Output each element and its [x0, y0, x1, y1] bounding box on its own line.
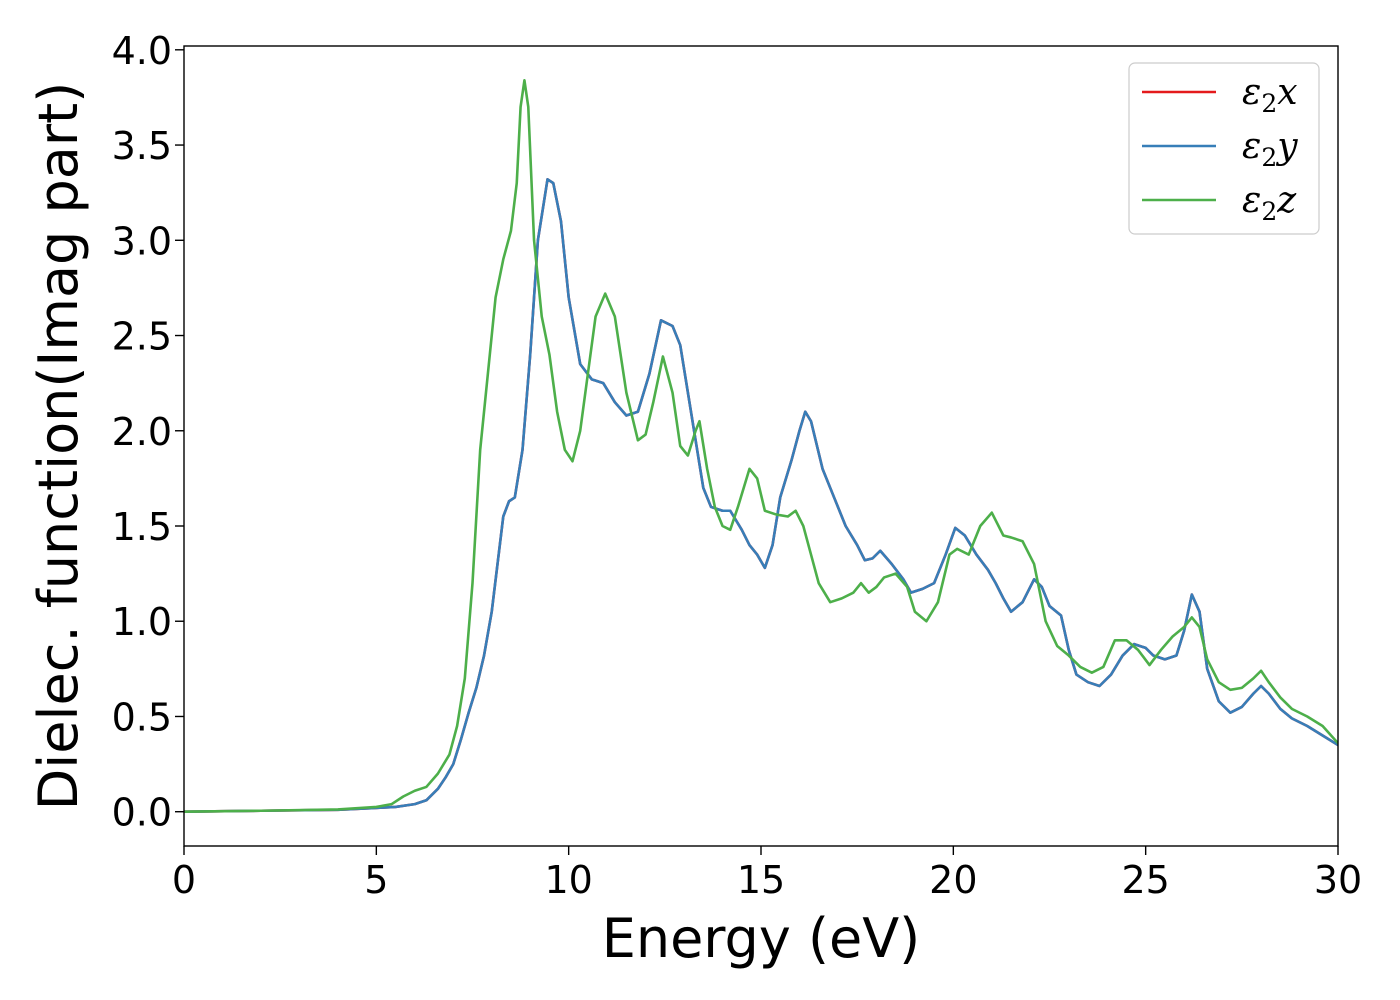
legend-box [1128, 62, 1320, 235]
legend-label-x: ε2x [1242, 72, 1298, 118]
series-line-z [184, 78, 1338, 814]
x-tick-label: 15 [737, 858, 785, 902]
x-tick-label: 10 [544, 858, 592, 902]
y-tick-label: 2.5 [112, 315, 172, 359]
series-line-y [184, 178, 1338, 814]
legend: ε2x ε2y ε2z [1128, 62, 1320, 235]
x-tick-label: 20 [929, 858, 977, 902]
x-axis-ticks: 0 5 10 15 20 25 30 [172, 846, 1362, 902]
y-tick-label: 3.0 [112, 219, 172, 263]
x-tick-label: 25 [1121, 858, 1169, 902]
y-axis-title: Dielec. function(Imag part) [27, 82, 90, 811]
x-tick-label: 30 [1314, 858, 1362, 902]
y-tick-label: 3.5 [112, 124, 172, 168]
x-axis-title: Energy (eV) [602, 907, 921, 970]
y-axis-ticks: 0.0 0.5 1.0 1.5 2.0 2.5 3.0 3.5 4.0 [112, 29, 184, 835]
y-tick-label: 1.0 [112, 600, 172, 644]
x-tick-label: 5 [364, 858, 388, 902]
legend-label-z: ε2z [1242, 180, 1297, 226]
y-tick-label: 0.0 [112, 791, 172, 835]
y-tick-label: 2.0 [112, 410, 172, 454]
series-layer [184, 78, 1338, 814]
legend-label-y: ε2y [1242, 126, 1298, 172]
x-tick-label: 0 [172, 858, 196, 902]
y-tick-label: 1.5 [112, 505, 172, 549]
y-tick-label: 0.5 [112, 695, 172, 739]
y-tick-label: 4.0 [112, 29, 172, 73]
